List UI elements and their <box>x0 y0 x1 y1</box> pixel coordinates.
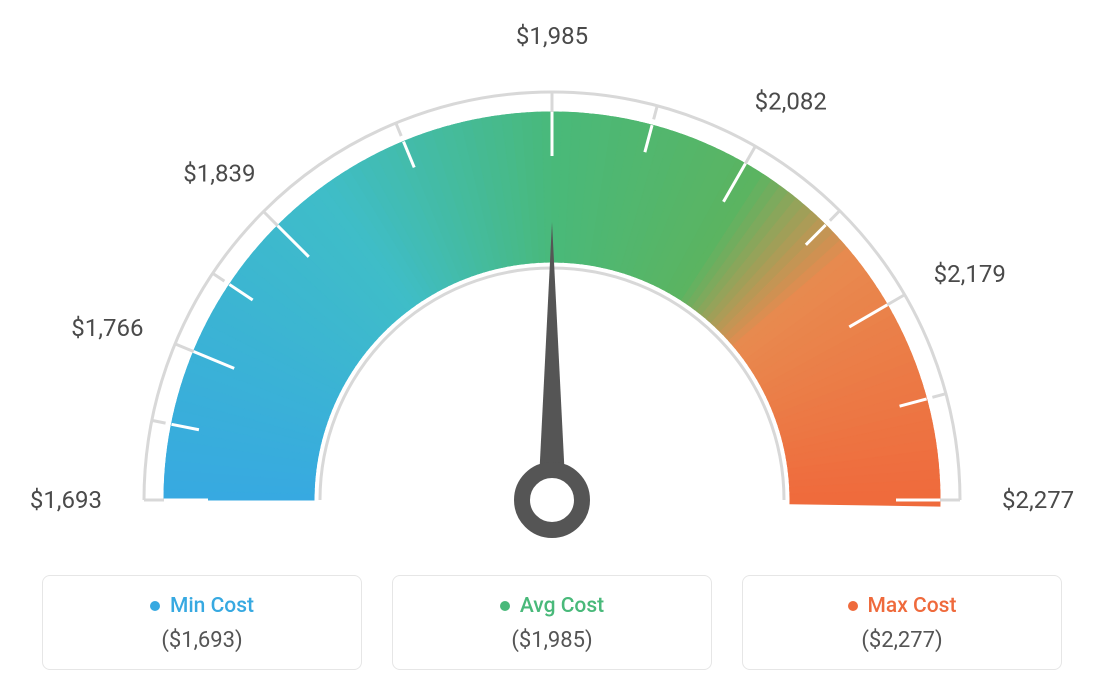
legend-title-min: Min Cost <box>150 594 254 618</box>
legend-title-avg: Avg Cost <box>500 594 604 618</box>
legend-title-max: Max Cost <box>848 594 957 618</box>
gauge-area: $1,693 $1,766 $1,839 $1,985 $2,082 $2,179 $2,2… <box>0 0 1104 560</box>
legend-value-max: ($2,277) <box>763 628 1041 653</box>
legend-card-min: Min Cost ($1,693) <box>42 575 362 670</box>
legend-dot-min <box>150 601 160 611</box>
legend-value-avg: ($1,985) <box>413 628 691 653</box>
legend-value-min: ($1,693) <box>63 628 341 653</box>
legend-card-avg: Avg Cost ($1,985) <box>392 575 712 670</box>
legend-row: Min Cost ($1,693) Avg Cost ($1,985) Max … <box>0 575 1104 670</box>
chart-container: $1,693 $1,766 $1,839 $1,985 $2,082 $2,179 $2,2… <box>0 0 1104 690</box>
gauge-tick-label: $1,693 <box>30 486 102 514</box>
gauge-tick-label: $1,839 <box>183 159 255 187</box>
gauge-tick-label: $2,082 <box>755 87 827 115</box>
legend-card-max: Max Cost ($2,277) <box>742 575 1062 670</box>
gauge-tick-label: $1,766 <box>71 314 143 342</box>
legend-label-min: Min Cost <box>170 594 254 618</box>
gauge-tick-label: $1,985 <box>516 22 588 50</box>
legend-dot-avg <box>500 601 510 611</box>
legend-dot-max <box>848 601 858 611</box>
gauge-tick-label: $2,277 <box>1002 486 1074 514</box>
legend-label-max: Max Cost <box>868 594 957 618</box>
gauge-tick-label: $2,179 <box>934 260 1006 288</box>
legend-label-avg: Avg Cost <box>520 594 604 618</box>
